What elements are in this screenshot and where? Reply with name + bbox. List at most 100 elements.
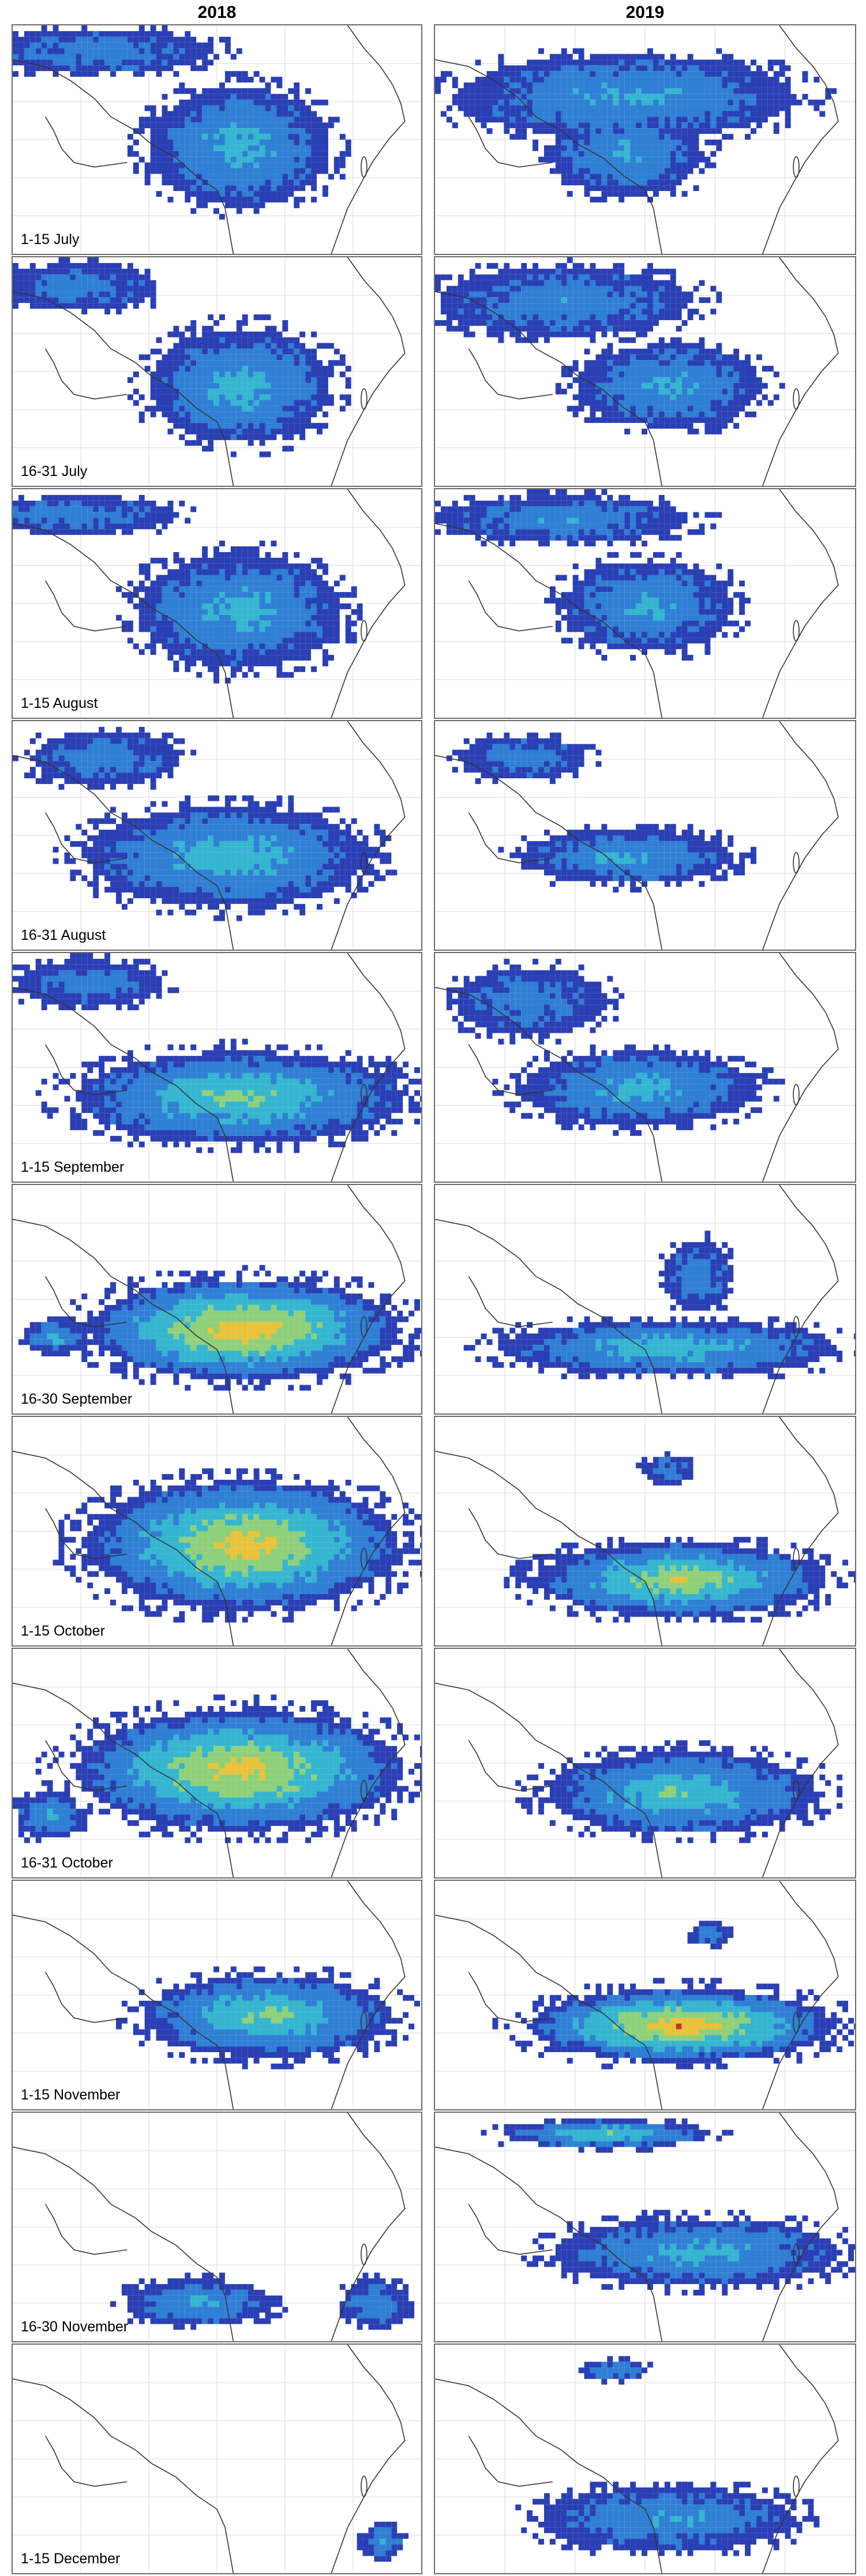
plume-pixels	[18, 1265, 421, 1391]
period-label: 1-15 July	[21, 231, 80, 248]
map-canvas	[13, 1185, 421, 1413]
period-label: 1-15 November	[21, 2087, 121, 2103]
map-canvas	[435, 2345, 855, 2573]
coastlines	[13, 721, 406, 950]
plume-pixels	[435, 489, 751, 661]
column-header-2018: 2018	[197, 3, 237, 22]
plume-pixels	[463, 1231, 855, 1379]
map-canvas	[435, 1185, 855, 1413]
map-panel-2019-6	[434, 1184, 856, 1415]
plume-pixels	[13, 1694, 421, 1843]
column-header-2019: 2019	[625, 3, 665, 22]
map-panel-2019-9	[434, 1880, 856, 2110]
coastlines	[13, 2345, 406, 2573]
map-canvas	[13, 1649, 421, 1877]
coastlines	[13, 2113, 406, 2341]
map-panel-2019-8	[434, 1648, 856, 1878]
map-panel-2019-5	[434, 952, 856, 1183]
plume-pixels	[53, 1468, 421, 1623]
coastlines	[13, 1417, 406, 1645]
map-panel-2018-10: 16-30 November	[12, 2112, 422, 2342]
plume-pixels	[504, 1451, 855, 1623]
plume-pixels	[13, 953, 421, 1153]
plume-pixels	[446, 732, 756, 893]
coastlines	[13, 1649, 406, 1877]
coastlines	[13, 1185, 406, 1413]
map-canvas	[13, 257, 421, 486]
coastlines	[13, 257, 406, 486]
map-panel-2018-11: 1-15 December	[12, 2343, 422, 2574]
period-label: 16-31 August	[21, 927, 106, 943]
coastlines	[435, 1185, 839, 1413]
map-panel-2018-4: 16-31 August	[12, 720, 422, 951]
plume-pixels	[515, 2356, 820, 2556]
period-label: 1-15 December	[21, 2551, 121, 2567]
plume-pixels	[13, 257, 351, 458]
plume-pixels	[481, 2118, 855, 2296]
plume-pixels	[492, 1921, 855, 2069]
map-panel-2018-7: 1-15 October	[12, 1416, 422, 1647]
map-panel-2019-3	[434, 488, 856, 719]
coastlines	[13, 489, 406, 718]
map-canvas	[13, 721, 421, 950]
map-canvas	[435, 489, 855, 718]
period-label: 1-15 October	[21, 1623, 105, 1639]
coastlines	[435, 1881, 839, 2109]
coastlines	[435, 1417, 839, 1645]
coastlines	[13, 25, 406, 254]
map-canvas	[435, 953, 855, 1182]
map-panel-2018-6: 16-30 September	[12, 1184, 422, 1415]
map-panel-2018-9: 1-15 November	[12, 1880, 422, 2110]
map-canvas	[13, 25, 421, 254]
graticule	[13, 2345, 421, 2573]
plume-pixels	[435, 257, 785, 434]
plume-pixels	[115, 1966, 421, 2069]
map-canvas	[13, 2113, 421, 2341]
map-panel-2019-2	[434, 256, 856, 487]
period-label: 1-15 August	[21, 695, 98, 711]
map-panel-2018-2: 16-31 July	[12, 256, 422, 487]
coastlines	[435, 25, 839, 254]
map-canvas	[435, 1417, 855, 1645]
map-canvas	[435, 1649, 855, 1877]
map-canvas	[13, 489, 421, 718]
coastlines	[435, 2113, 839, 2341]
plume-pixels	[446, 958, 785, 1136]
map-panel-2019-11	[434, 2343, 856, 2574]
map-panel-2018-3: 1-15 August	[12, 488, 422, 719]
map-panel-2019-4	[434, 720, 856, 951]
plume-pixels	[515, 1740, 843, 1843]
map-panel-2019-1	[434, 24, 856, 255]
map-canvas	[13, 953, 421, 1182]
coastlines	[13, 953, 406, 1182]
map-canvas	[13, 2345, 421, 2573]
map-canvas	[435, 721, 855, 950]
coastlines	[435, 2345, 839, 2573]
plume-pixels	[13, 25, 351, 220]
map-canvas	[435, 25, 855, 254]
plume-pixels	[357, 2521, 409, 2562]
period-label: 1-15 September	[21, 1159, 125, 1175]
plume-pixels	[110, 2273, 415, 2330]
map-panel-2018-1: 1-15 July	[12, 24, 422, 255]
graticule	[435, 1185, 855, 1413]
coastlines	[13, 1881, 406, 2109]
map-panel-2018-5: 1-15 September	[12, 952, 422, 1183]
map-canvas	[13, 1881, 421, 2109]
plume-pixels	[435, 48, 837, 203]
map-panel-2019-10	[434, 2112, 856, 2342]
map-canvas	[13, 1417, 421, 1645]
period-label: 16-30 November	[21, 2319, 129, 2335]
plume-pixels	[13, 726, 398, 921]
map-canvas	[435, 257, 855, 486]
coastlines	[435, 721, 839, 950]
period-label: 16-31 October	[21, 1855, 113, 1871]
coastlines	[435, 953, 839, 1182]
plume-pixels	[13, 494, 363, 684]
map-panel-2019-7	[434, 1416, 856, 1647]
coastlines	[435, 257, 839, 486]
coastlines	[435, 1649, 839, 1877]
map-panel-2018-8: 16-31 October	[12, 1648, 422, 1878]
period-label: 16-31 July	[21, 463, 88, 479]
